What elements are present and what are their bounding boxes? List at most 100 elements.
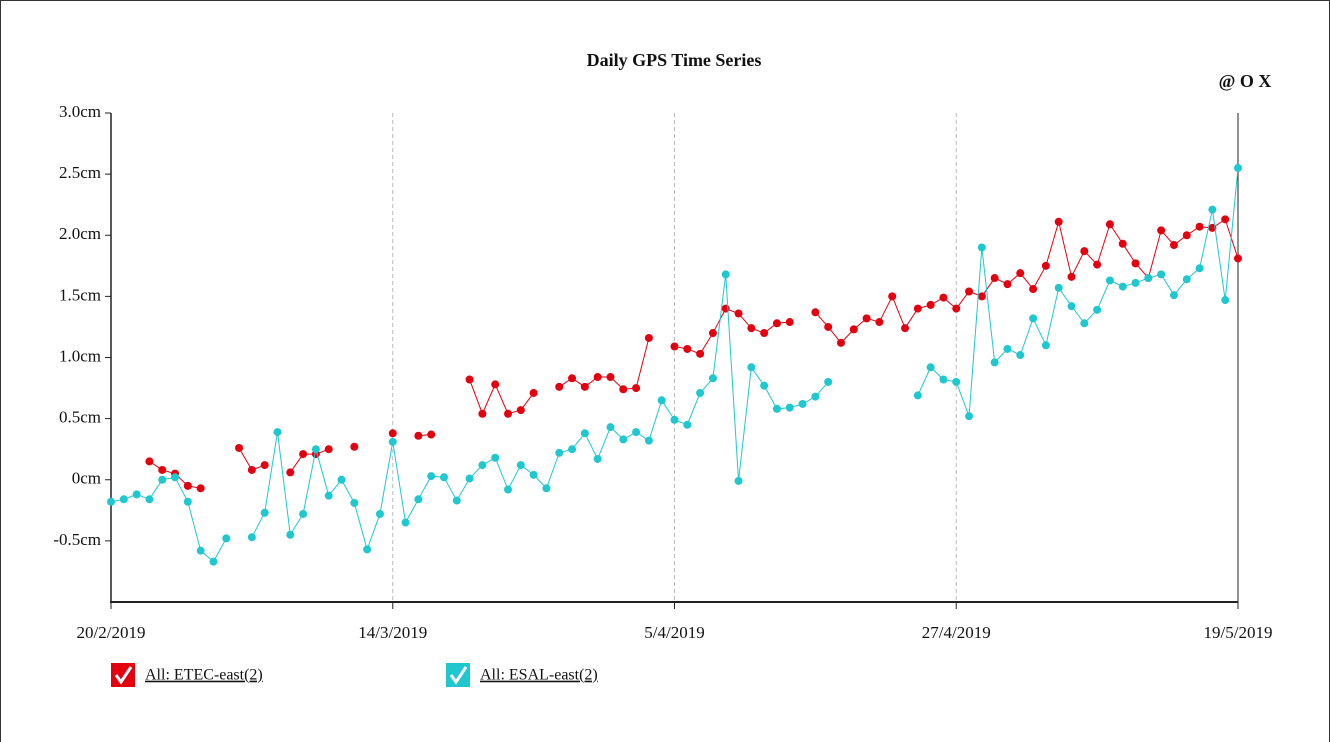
- data-point: [286, 530, 295, 539]
- data-point: [260, 508, 269, 517]
- data-point: [619, 385, 628, 394]
- data-point: [1029, 314, 1038, 323]
- data-point: [542, 484, 551, 493]
- data-point: [721, 304, 730, 313]
- data-point: [811, 392, 820, 401]
- data-point: [1067, 302, 1076, 311]
- data-point: [785, 318, 794, 327]
- data-point: [465, 375, 474, 384]
- data-point: [888, 292, 897, 301]
- data-point: [670, 342, 679, 351]
- legend-checkbox[interactable]: [446, 663, 470, 687]
- data-point: [555, 448, 564, 457]
- data-point: [965, 287, 974, 296]
- legend-label[interactable]: All: ETEC-east(2): [145, 667, 263, 684]
- data-point: [708, 329, 717, 338]
- data-point: [977, 243, 986, 252]
- data-point: [414, 495, 423, 504]
- data-point: [491, 453, 500, 462]
- data-point: [849, 325, 858, 334]
- data-point: [324, 491, 333, 500]
- data-point: [427, 472, 436, 481]
- data-point: [1093, 260, 1102, 269]
- data-point: [1234, 164, 1242, 173]
- data-point: [1195, 264, 1204, 273]
- data-point: [478, 409, 487, 418]
- data-point: [760, 329, 769, 338]
- data-point: [1208, 205, 1217, 214]
- data-point: [286, 468, 295, 477]
- data-point: [311, 445, 320, 454]
- data-point: [350, 498, 359, 507]
- data-point: [926, 300, 935, 309]
- data-point: [606, 373, 615, 382]
- data-point: [209, 557, 218, 566]
- legend-label[interactable]: All: ESAL-east(2): [480, 667, 598, 684]
- data-point: [862, 314, 871, 323]
- data-point: [568, 374, 577, 383]
- data-point: [836, 338, 845, 347]
- data-point: [504, 409, 513, 418]
- data-point: [1080, 319, 1089, 328]
- data-point: [965, 412, 974, 421]
- data-point: [811, 308, 820, 317]
- data-point: [772, 319, 781, 328]
- data-point: [926, 363, 935, 372]
- data-point: [939, 293, 948, 302]
- data-point: [1169, 241, 1178, 250]
- data-point: [119, 495, 128, 504]
- data-point: [696, 388, 705, 397]
- data-point: [670, 415, 679, 424]
- data-point: [1003, 280, 1012, 289]
- y-tick-label: 2.0cm: [59, 224, 101, 243]
- data-point: [683, 344, 692, 353]
- data-point: [580, 382, 589, 391]
- data-point: [708, 374, 717, 383]
- data-point: [568, 445, 577, 454]
- data-point: [145, 457, 154, 466]
- data-point: [939, 375, 948, 384]
- data-point: [580, 429, 589, 438]
- data-point: [798, 399, 807, 408]
- data-point: [183, 497, 192, 506]
- data-point: [1234, 254, 1242, 263]
- data-point: [1003, 344, 1012, 353]
- data-point: [1144, 274, 1153, 283]
- legend-check[interactable]: [114, 666, 133, 685]
- legend-checkbox[interactable]: [111, 663, 135, 687]
- data-point: [1221, 215, 1230, 224]
- data-point: [1105, 220, 1114, 229]
- data-point: [1054, 283, 1063, 292]
- data-point: [504, 485, 513, 494]
- data-point: [107, 497, 115, 506]
- data-point: [260, 461, 269, 470]
- y-tick-label: 2.5cm: [59, 163, 101, 182]
- data-point: [721, 270, 730, 279]
- data-point: [1118, 239, 1127, 248]
- x-tick-label: 27/4/2019: [922, 623, 991, 642]
- data-point: [734, 476, 743, 485]
- data-point: [772, 404, 781, 413]
- data-point: [593, 454, 602, 463]
- data-point: [632, 384, 641, 393]
- data-point: [1080, 247, 1089, 256]
- data-point: [1131, 259, 1140, 268]
- data-point: [632, 428, 641, 437]
- data-point: [747, 324, 756, 333]
- data-point: [452, 496, 461, 505]
- data-point: [183, 481, 192, 490]
- legend-check[interactable]: [449, 666, 468, 685]
- data-point: [824, 377, 833, 386]
- data-point: [785, 403, 794, 412]
- data-point: [1169, 291, 1178, 300]
- data-point: [824, 322, 833, 331]
- data-point: [196, 546, 205, 555]
- data-point: [247, 465, 256, 474]
- data-point: [1195, 222, 1204, 231]
- data-point: [158, 475, 167, 484]
- data-point: [977, 292, 986, 301]
- data-point: [132, 490, 141, 499]
- data-point: [644, 436, 653, 445]
- toolbar[interactable]: @ O X: [1219, 71, 1272, 91]
- data-point: [235, 443, 244, 452]
